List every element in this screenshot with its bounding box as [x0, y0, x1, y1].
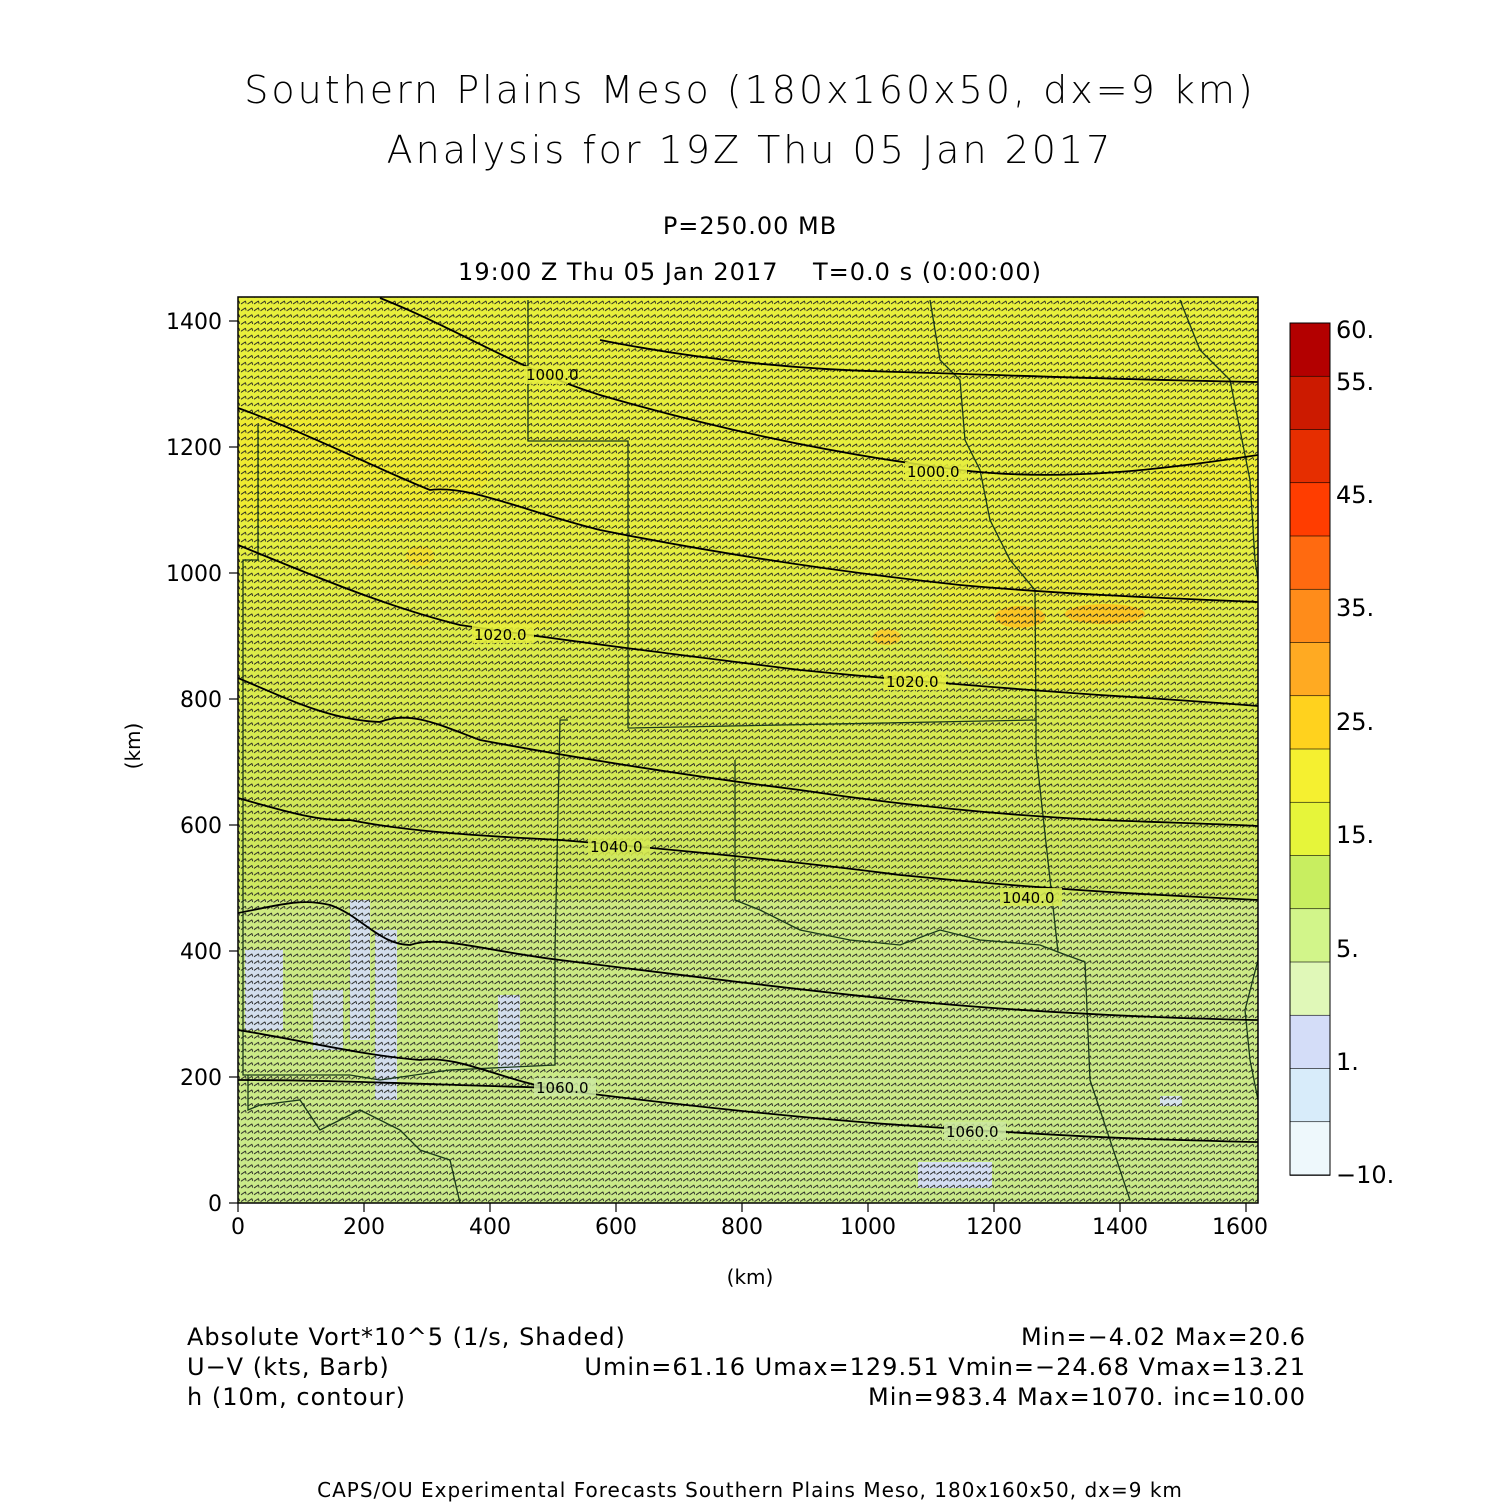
contour-label: 1020.0	[474, 626, 527, 644]
colorbar-swatch	[1289, 801, 1331, 857]
colorbar-swatch	[1289, 908, 1331, 963]
axis-ticks	[229, 320, 1247, 1212]
colorbar-label: 35.	[1336, 594, 1374, 622]
x-tick-label: 1400	[1092, 1215, 1148, 1240]
y-tick-label: 400	[180, 940, 222, 965]
contour-label: 1000.0	[526, 366, 579, 384]
y-tick-label: 1200	[166, 436, 222, 461]
plot-frame	[237, 296, 1259, 1204]
y-axis-label: (km)	[121, 723, 145, 770]
colorbar-label: −10.	[1336, 1161, 1394, 1189]
barb-range: Umin=61.16 Umax=129.51 Vmin=−24.68 Vmax=…	[584, 1353, 1306, 1381]
contour-label: 1060.0	[946, 1123, 999, 1141]
colorbar-swatch	[1289, 535, 1331, 591]
y-tick-label: 1000	[166, 562, 222, 587]
contour-label: 1020.0	[886, 673, 939, 691]
colorbar-swatch	[1289, 1068, 1331, 1123]
colorbar-labels: 60. 55. 45. 35. 25. 15. 5. 1. −10.	[1336, 316, 1394, 1189]
colorbar-label: 15.	[1336, 821, 1374, 849]
colorbar-swatch	[1289, 855, 1331, 910]
colorbar-frame	[1289, 322, 1331, 1176]
x-tick-label: 600	[595, 1215, 637, 1240]
title-line1: Southern Plains Meso (180x160x50, dx=9 k…	[244, 68, 1256, 112]
x-tick-label: 800	[721, 1215, 763, 1240]
x-tick-label: 400	[469, 1215, 511, 1240]
x-tick-label: 1200	[966, 1215, 1022, 1240]
shaded-field-range: Min=−4.02 Max=20.6	[1020, 1323, 1306, 1351]
colorbar-label: 55.	[1336, 368, 1374, 396]
colorbar-swatch	[1289, 588, 1331, 644]
colorbar-label: 5.	[1336, 935, 1359, 963]
colorbar-swatch	[1289, 1121, 1331, 1176]
y-tick-label: 600	[180, 814, 222, 839]
contour-label: 1040.0	[1002, 889, 1055, 907]
colorbar-label: 60.	[1336, 316, 1374, 344]
colorbar-swatch	[1289, 961, 1331, 1017]
shaded-field-label: Absolute Vort*10^5 (1/s, Shaded)	[187, 1323, 626, 1351]
shaded-field	[238, 297, 1258, 1203]
x-axis-label: (km)	[727, 1265, 774, 1289]
y-tick-label: 0	[208, 1192, 222, 1217]
colorbar-swatch	[1289, 642, 1331, 697]
colorbar-swatch	[1289, 748, 1331, 804]
footer-credit: CAPS/OU Experimental Forecasts Southern …	[317, 1478, 1183, 1502]
colorbar-label: 25.	[1336, 708, 1374, 736]
contour-label: 1060.0	[536, 1079, 589, 1097]
pressure-level: P=250.00 MB	[662, 212, 838, 240]
colorbar	[1289, 322, 1331, 1176]
contour-field-range: Min=983.4 Max=1070. inc=10.00	[868, 1383, 1306, 1411]
colorbar-swatch	[1289, 429, 1331, 484]
y-tick-label: 200	[180, 1066, 222, 1091]
contour-labels: 1000.0 1000.0 1020.0 1020.0 1040.0 1040.…	[472, 366, 1062, 1141]
title-line2: Analysis for 19Z Thu 05 Jan 2017	[386, 128, 1114, 172]
state-boundaries	[242, 299, 1258, 1203]
x-tick-label: 1600	[1212, 1215, 1268, 1240]
colorbar-swatch	[1289, 482, 1331, 537]
x-tick-label: 200	[343, 1215, 385, 1240]
y-tick-label: 1400	[166, 310, 222, 335]
y-tick-label: 800	[180, 688, 222, 713]
height-contours	[238, 297, 1258, 1143]
colorbar-label: 45.	[1336, 481, 1374, 509]
contour-field-label: h (10m, contour)	[187, 1383, 407, 1411]
colorbar-swatch	[1289, 375, 1331, 431]
valid-time: 19:00 Z Thu 05 Jan 2017 T=0.0 s (0:00:00…	[458, 258, 1042, 286]
x-tick-labels: 0 200 400 600 800 1000 1200 1400 1600	[231, 1215, 1268, 1240]
barb-label: U−V (kts, Barb)	[187, 1353, 390, 1381]
contour-label: 1040.0	[590, 838, 643, 856]
colorbar-label: 1.	[1336, 1048, 1359, 1076]
colorbar-swatch	[1289, 1014, 1331, 1070]
colorbar-swatch	[1289, 322, 1331, 378]
x-tick-label: 1000	[840, 1215, 896, 1240]
contour-label: 1000.0	[907, 463, 960, 481]
colorbar-swatch	[1289, 695, 1331, 750]
x-tick-label: 0	[231, 1215, 245, 1240]
y-tick-labels: 0 200 400 600 800 1000 1200 1400	[166, 310, 222, 1217]
